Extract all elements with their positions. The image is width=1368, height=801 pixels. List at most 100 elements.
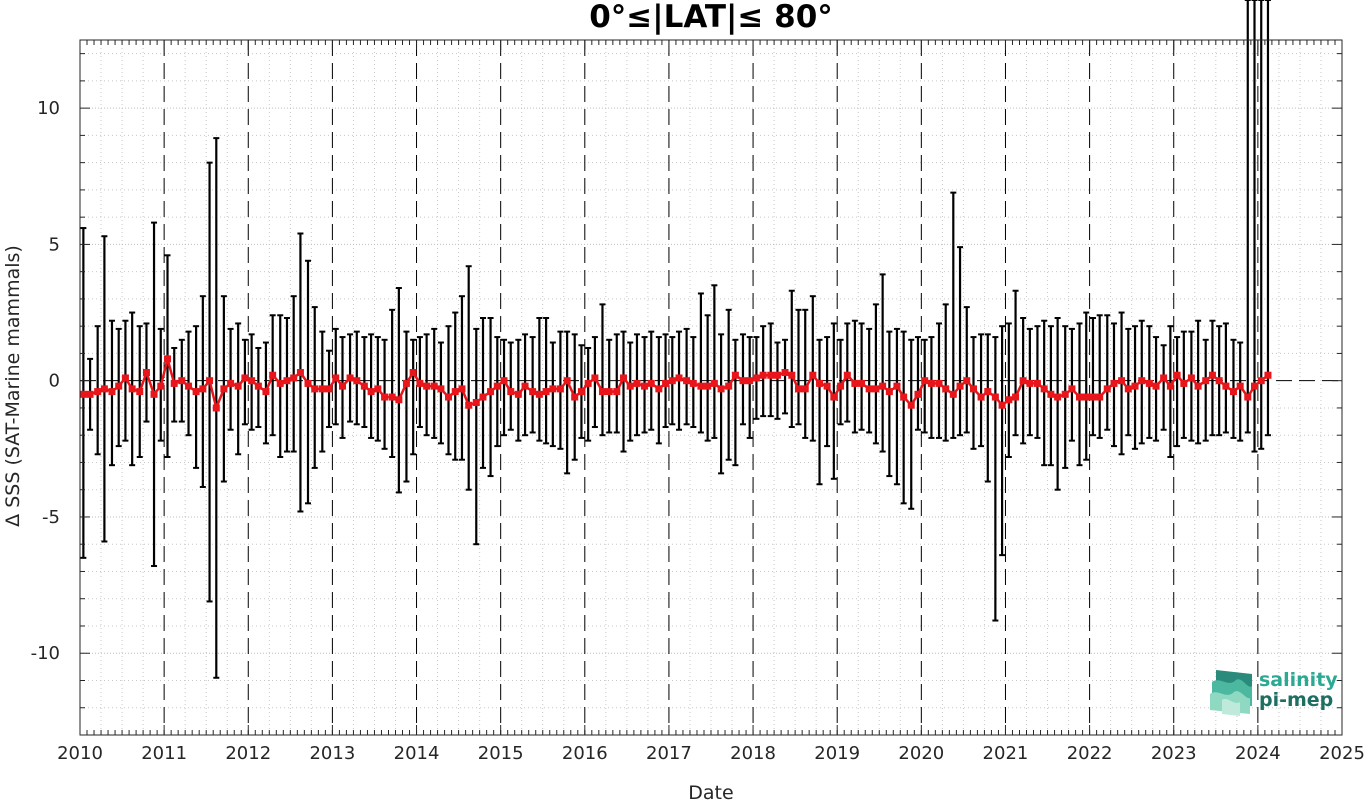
mean-marker	[1194, 382, 1202, 390]
mean-marker	[121, 374, 129, 382]
mean-marker	[752, 374, 760, 382]
mean-marker	[704, 382, 712, 390]
logo-line2: pi-mep	[1259, 689, 1333, 711]
mean-marker	[458, 385, 466, 393]
mean-marker	[1118, 377, 1126, 385]
mean-marker	[837, 382, 845, 390]
mean-marker	[655, 385, 663, 393]
mean-marker	[500, 377, 508, 385]
mean-marker	[128, 385, 136, 393]
mean-marker	[1131, 382, 1139, 390]
mean-marker	[1173, 371, 1181, 379]
mean-marker	[935, 379, 943, 387]
x-tick-labels: 2010 2011 2012 2013 2014 2015 2016 2017 2018 2019…	[57, 743, 1365, 764]
mean-marker	[746, 377, 754, 385]
x-tick-label: 2017	[646, 743, 692, 764]
x-tick-label: 2022	[1067, 743, 1113, 764]
mean-marker	[430, 382, 438, 390]
mean-marker	[1264, 371, 1272, 379]
mean-marker	[402, 379, 410, 387]
x-tick-label: 2024	[1235, 743, 1281, 764]
mean-marker	[192, 388, 200, 396]
mean-marker	[136, 388, 144, 396]
mean-marker	[739, 377, 747, 385]
mean-marker	[493, 382, 501, 390]
mean-marker	[998, 401, 1006, 409]
mean-marker	[794, 385, 802, 393]
mean-marker	[689, 379, 697, 387]
mean-marker	[437, 385, 445, 393]
x-tick-label: 2020	[898, 743, 944, 764]
mean-marker	[507, 388, 515, 396]
mean-marker	[395, 396, 403, 404]
mean-marker	[381, 393, 389, 401]
mean-marker	[1187, 374, 1195, 382]
mean-marker	[514, 390, 522, 398]
mean-marker	[1236, 382, 1244, 390]
mean-marker	[388, 393, 396, 401]
mean-marker	[157, 382, 165, 390]
mean-marker	[100, 385, 108, 393]
mean-marker	[759, 371, 767, 379]
x-tick-label: 2018	[730, 743, 776, 764]
mean-marker	[963, 377, 971, 385]
y-tick-label: 10	[37, 98, 60, 119]
mean-marker	[984, 388, 992, 396]
mean-marker	[234, 382, 242, 390]
error-bars	[80, 0, 1271, 679]
x-tick-label: 2015	[478, 743, 524, 764]
mean-marker	[542, 388, 550, 396]
mean-marker	[1082, 393, 1090, 401]
mean-marker	[241, 374, 249, 382]
mean-marker	[163, 355, 171, 363]
y-tick-label: 5	[49, 234, 60, 255]
x-tick-label: 2021	[983, 743, 1029, 764]
mean-marker	[521, 382, 529, 390]
mean-marker	[668, 377, 676, 385]
mean-marker	[710, 379, 718, 387]
mean-marker	[885, 388, 893, 396]
mean-marker	[900, 393, 908, 401]
mean-marker	[325, 385, 333, 393]
mean-marker	[1103, 385, 1111, 393]
mean-marker	[276, 379, 284, 387]
x-tick-label: 2010	[57, 743, 103, 764]
x-tick-label: 2014	[394, 743, 440, 764]
mean-marker	[942, 385, 950, 393]
mean-marker	[445, 393, 453, 401]
mean-marker	[86, 390, 94, 398]
mean-marker	[1019, 377, 1027, 385]
mean-marker	[1026, 379, 1034, 387]
mean-marker	[465, 401, 473, 409]
mean-marker	[248, 377, 256, 385]
mean-marker	[170, 379, 178, 387]
mean-marker	[633, 379, 641, 387]
mean-marker	[697, 382, 705, 390]
mean-marker	[178, 377, 186, 385]
mean-marker	[290, 374, 298, 382]
mean-marker	[269, 371, 277, 379]
mean-marker	[1202, 377, 1210, 385]
x-tick-label: 2025	[1319, 743, 1365, 764]
mean-marker	[1012, 393, 1020, 401]
mean-marker	[879, 382, 887, 390]
y-axis-label: Δ SSS (SAT-Marine mammals)	[2, 245, 24, 527]
mean-marker	[283, 377, 291, 385]
mean-marker	[1208, 371, 1216, 379]
mean-marker	[662, 379, 670, 387]
mean-marker	[613, 388, 621, 396]
mean-marker	[584, 379, 592, 387]
mean-marker	[641, 382, 649, 390]
mean-marker	[858, 379, 866, 387]
mean-marker	[1096, 393, 1104, 401]
mean-marker	[409, 369, 417, 377]
mean-marker	[809, 371, 817, 379]
x-tick-label: 2011	[141, 743, 187, 764]
mean-marker	[367, 388, 375, 396]
mean-marker	[1089, 393, 1097, 401]
mean-marker	[360, 382, 368, 390]
mean-marker	[1215, 377, 1223, 385]
mean-marker	[487, 388, 495, 396]
mean-marker	[212, 404, 220, 412]
mean-marker	[1110, 379, 1118, 387]
